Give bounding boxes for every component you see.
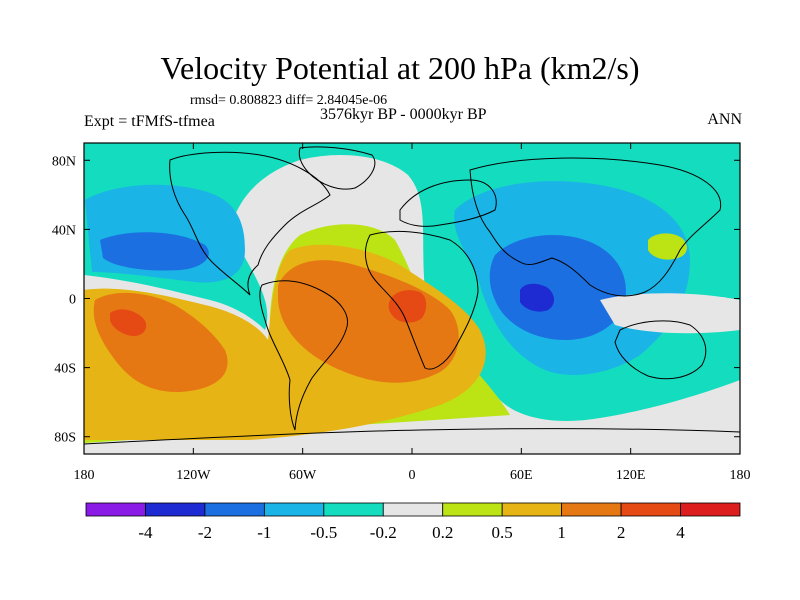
colorbar-label: 0.5: [492, 523, 513, 542]
colorbar-swatch: [85, 502, 146, 517]
chart-title: Velocity Potential at 200 hPa (km2/s): [160, 50, 640, 86]
colorbar-label: -0.5: [310, 523, 337, 542]
colorbar-label: -2: [198, 523, 212, 542]
coastline-greenland: [298, 146, 376, 190]
colorbar-swatch: [442, 502, 503, 517]
coastline-asia: [469, 157, 722, 297]
stats-line: rmsd= 0.808823 diff= 2.84045e-06: [190, 93, 388, 108]
region-12: [520, 283, 554, 312]
colorbar-label: 4: [676, 523, 685, 542]
region-14: [600, 293, 740, 334]
region-10: [100, 232, 209, 271]
x-tick-label: 180: [730, 468, 751, 483]
y-ticks: 80N 40N 0 40S 80S: [52, 154, 740, 446]
region-11: [489, 235, 626, 340]
x-tick-label: 120E: [616, 468, 646, 483]
colorbar-label: -1: [257, 523, 271, 542]
x-tick-label: 120W: [176, 468, 211, 483]
coastline-africa: [364, 230, 479, 370]
coastline-south-america: [259, 280, 348, 431]
season-label: ANN: [707, 111, 742, 128]
coastlines: [84, 146, 740, 454]
x-tick-label: 60E: [510, 468, 533, 483]
colorbar-swatch: [204, 502, 265, 517]
x-tick-label: 60W: [289, 468, 317, 483]
region-13: [648, 233, 687, 260]
y-tick-label: 40N: [52, 223, 76, 238]
colorbar: -4 -2 -1 -0.5 -0.2 0.2 0.5 1 2 4: [85, 502, 741, 542]
colorbar-swatch: [501, 502, 563, 517]
experiment-label: Expt = tFMfS-tfmea: [84, 113, 215, 130]
colorbar-label: -0.2: [370, 523, 397, 542]
y-tick-label: 80N: [52, 154, 76, 169]
region-6: [388, 290, 427, 323]
contour-field: [84, 143, 740, 454]
colorbar-swatch: [263, 502, 325, 517]
colorbar-label: -4: [138, 523, 153, 542]
colorbar-swatch: [680, 502, 741, 517]
colorbar-swatch: [620, 502, 681, 517]
colorbar-swatch: [145, 502, 206, 517]
colorbar-swatch: [323, 502, 384, 517]
y-tick-label: 0: [69, 293, 76, 308]
coastline-australia: [614, 320, 707, 380]
coastline-antarctica: [84, 428, 740, 454]
coastline-europe: [399, 179, 497, 227]
x-tick-label: 180: [74, 468, 95, 483]
colorbar-swatch: [561, 502, 622, 517]
colorbar-swatch: [382, 502, 444, 517]
y-tick-label: 80S: [54, 431, 76, 446]
x-tick-label: 0: [409, 468, 416, 483]
colorbar-label: 1: [557, 523, 566, 542]
x-ticks: 180 120W 60W 0 60E 120E 180: [74, 143, 751, 483]
colorbar-label: 2: [617, 523, 626, 542]
period-label: 3576kyr BP - 0000kyr BP: [320, 106, 487, 123]
colorbar-label: 0.2: [432, 523, 453, 542]
y-tick-label: 40S: [54, 362, 76, 377]
region-7: [110, 309, 147, 336]
coastline-north-america: [169, 151, 331, 296]
